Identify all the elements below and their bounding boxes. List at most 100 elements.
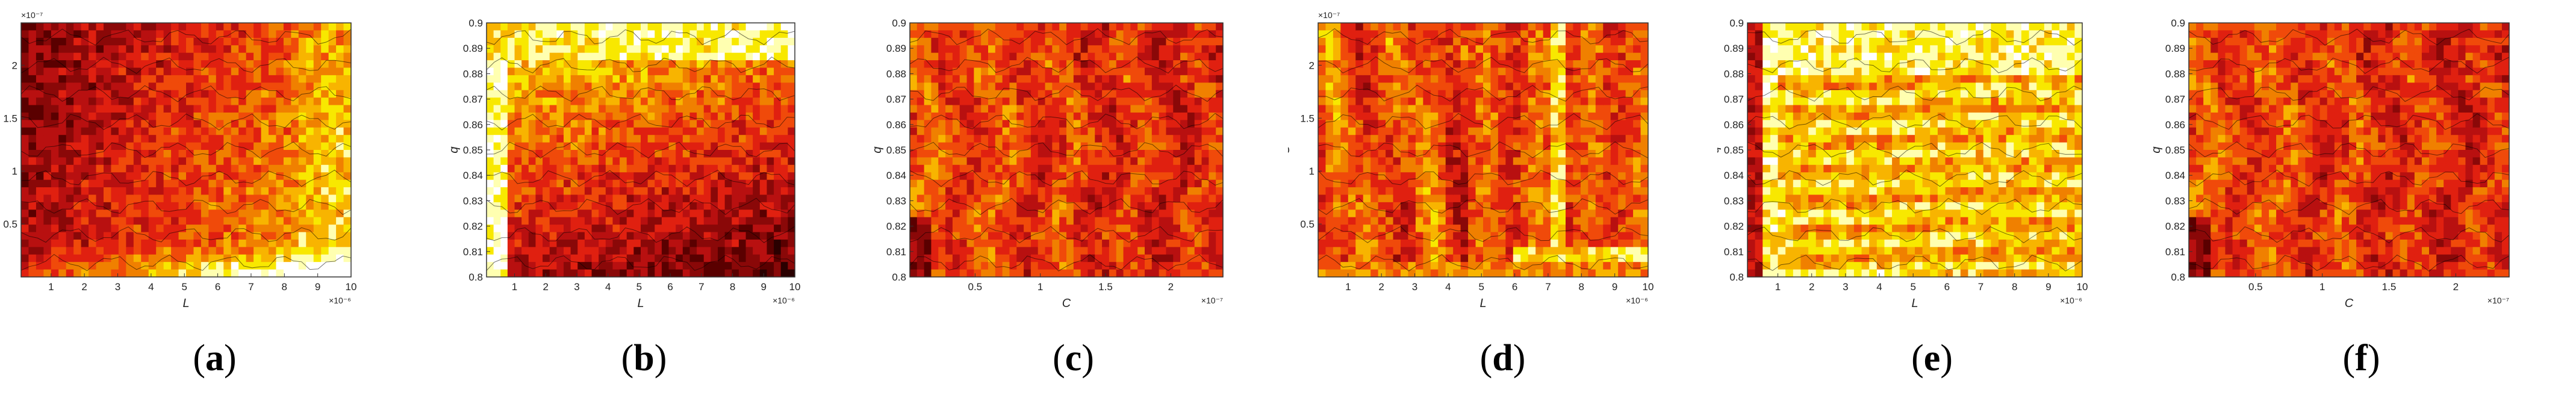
contour-cell xyxy=(21,164,30,173)
contour-cell xyxy=(952,112,960,120)
contour-cell xyxy=(931,187,939,196)
contour-cell xyxy=(655,239,662,247)
contour-cell xyxy=(1363,254,1371,262)
contour-cell xyxy=(612,164,620,173)
contour-cell xyxy=(1318,23,1327,31)
contour-cell xyxy=(682,210,691,218)
contour-cell xyxy=(306,105,314,113)
contour-cell xyxy=(718,150,726,158)
contour-cell xyxy=(1123,247,1131,255)
contour-cell xyxy=(738,202,747,210)
contour-cell xyxy=(774,187,782,196)
contour-cell xyxy=(1095,82,1103,91)
contour-cell xyxy=(1151,127,1160,135)
contour-cell xyxy=(952,30,960,39)
contour-cell xyxy=(988,157,996,166)
contour-cell xyxy=(1087,247,1095,255)
contour-cell xyxy=(231,254,239,262)
contour-cell xyxy=(1201,239,1209,247)
contour-cell xyxy=(974,164,982,173)
contour-cell xyxy=(988,172,996,181)
contour-cell xyxy=(591,30,599,39)
contour-cell xyxy=(661,90,670,98)
contour-cell xyxy=(1378,187,1386,196)
contour-cell xyxy=(321,90,329,98)
contour-cell xyxy=(1038,142,1046,151)
contour-cell xyxy=(1325,37,1334,46)
contour-cell xyxy=(1173,247,1181,255)
contour-cell xyxy=(988,112,996,120)
contour-cell xyxy=(283,194,291,203)
contour-cell xyxy=(21,225,30,233)
contour-cell xyxy=(178,172,187,181)
contour-cell xyxy=(668,90,676,98)
contour-cell xyxy=(1325,172,1334,181)
contour-cell xyxy=(254,23,262,31)
contour-cell xyxy=(591,142,599,151)
contour-cell xyxy=(261,210,269,218)
contour-cell xyxy=(28,172,37,181)
contour-cell xyxy=(626,217,634,225)
contour-cell xyxy=(269,30,277,39)
contour-cell xyxy=(89,179,97,188)
contour-cell xyxy=(89,164,97,173)
contour-cell xyxy=(945,150,953,158)
contour-cell xyxy=(216,82,224,91)
contour-cell xyxy=(487,75,494,83)
contour-cell xyxy=(570,75,578,83)
contour-cell xyxy=(661,127,670,135)
contour-cell xyxy=(487,164,494,173)
contour-cell xyxy=(931,232,939,240)
contour-cell xyxy=(1386,105,1394,113)
contour-cell xyxy=(995,45,1003,54)
contour-cell xyxy=(605,210,614,218)
contour-cell xyxy=(1348,105,1356,113)
contour-cell xyxy=(261,164,269,173)
contour-cell xyxy=(620,172,627,181)
contour-cell xyxy=(328,45,337,54)
contour-cell xyxy=(952,232,960,240)
contour-cell xyxy=(500,67,508,76)
contour-cell xyxy=(697,225,705,233)
contour-cell xyxy=(1216,217,1224,225)
contour-cell xyxy=(655,262,662,270)
contour-cell xyxy=(952,217,960,225)
contour-cell xyxy=(276,120,284,128)
contour-cell xyxy=(298,67,306,76)
contour-cell xyxy=(336,105,344,113)
contour-cell xyxy=(612,187,620,196)
contour-cell xyxy=(1187,127,1195,135)
contour-cell xyxy=(313,202,322,210)
contour-cell xyxy=(1386,112,1394,120)
contour-cell xyxy=(336,52,344,61)
contour-cell xyxy=(231,157,239,166)
contour-cell xyxy=(111,135,119,143)
contour-cell xyxy=(28,269,37,278)
contour-cell xyxy=(261,23,269,31)
contour-cell xyxy=(1151,52,1160,61)
contour-cell xyxy=(599,75,606,83)
contour-cell xyxy=(661,135,670,143)
contour-cell xyxy=(141,239,149,247)
contour-cell xyxy=(51,179,59,188)
contour-cell xyxy=(336,254,344,262)
contour-cell xyxy=(1038,187,1046,196)
contour-cell xyxy=(1159,157,1167,166)
contour-cell xyxy=(938,127,946,135)
contour-cell xyxy=(1073,30,1081,39)
contour-cell xyxy=(231,150,239,158)
contour-cell xyxy=(283,23,291,31)
contour-cell xyxy=(697,210,705,218)
contour-cell xyxy=(321,127,329,135)
contour-cell xyxy=(163,150,172,158)
contour-cell xyxy=(718,52,726,61)
contour-cell xyxy=(689,52,697,61)
contour-cell xyxy=(938,75,946,83)
contour-cell xyxy=(916,164,925,173)
contour-cell xyxy=(1145,60,1153,69)
contour-cell xyxy=(599,112,606,120)
contour-cell xyxy=(1116,179,1124,188)
contour-cell xyxy=(1080,239,1089,247)
contour-cell xyxy=(916,194,925,203)
contour-cell xyxy=(732,30,739,39)
